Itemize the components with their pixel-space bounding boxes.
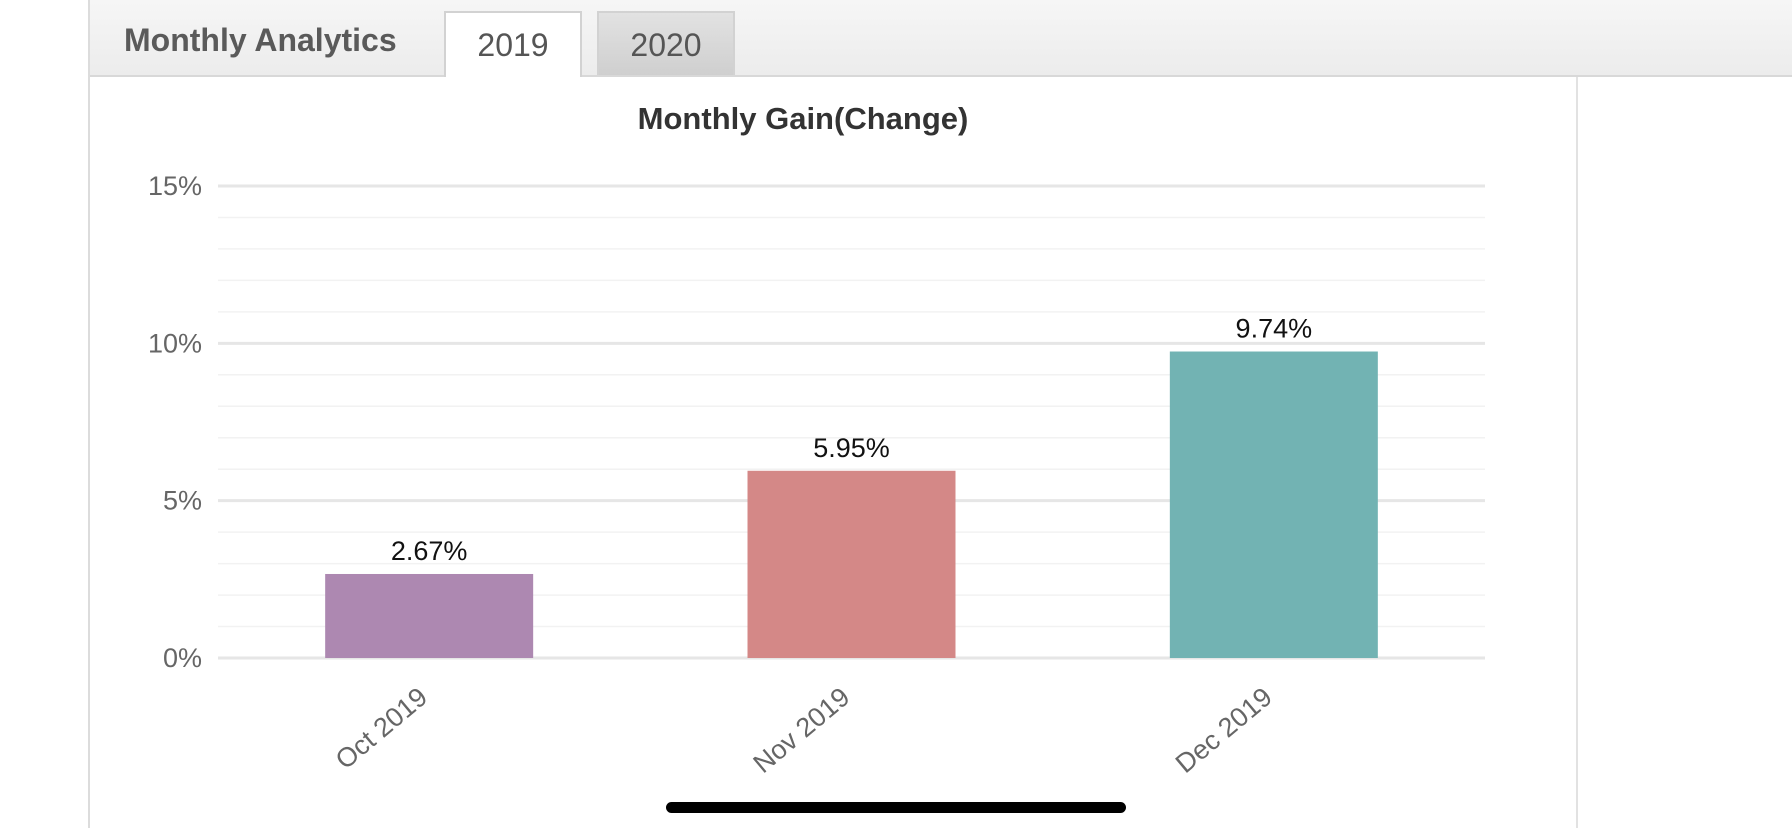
data-label: 2.67% [391, 536, 468, 566]
panel-divider [1576, 77, 1578, 828]
y-tick-label: 5% [163, 486, 202, 516]
y-tick-label: 15% [148, 171, 202, 201]
data-label: 9.74% [1236, 314, 1313, 344]
x-tick-label: Oct 2019 [330, 682, 433, 775]
x-tick-label: Dec 2019 [1170, 682, 1278, 779]
tab-2019[interactable]: 2019 [444, 11, 582, 77]
y-tick-label: 0% [163, 643, 202, 673]
y-tick-label: 10% [148, 328, 202, 358]
left-border [88, 0, 90, 828]
bar [325, 573, 534, 658]
bars [325, 351, 1378, 658]
x-tick-label: Nov 2019 [748, 682, 856, 779]
home-indicator[interactable] [666, 802, 1126, 813]
tab-bar: Monthly Analytics 2019 2020 [90, 0, 1792, 77]
bar [747, 470, 956, 658]
x-axis-ticks: Oct 2019 Nov 2019 Dec 2019 [330, 682, 1278, 779]
bar [1169, 351, 1378, 658]
data-label: 5.95% [813, 433, 890, 463]
data-labels: 2.67% 5.95% 9.74% [391, 314, 1312, 566]
chart-title: Monthly Gain(Change) [638, 101, 969, 136]
tab-2020[interactable]: 2020 [597, 11, 735, 75]
y-axis-ticks: 0% 5% 10% 15% [148, 171, 202, 673]
app-title: Monthly Analytics [124, 22, 397, 58]
